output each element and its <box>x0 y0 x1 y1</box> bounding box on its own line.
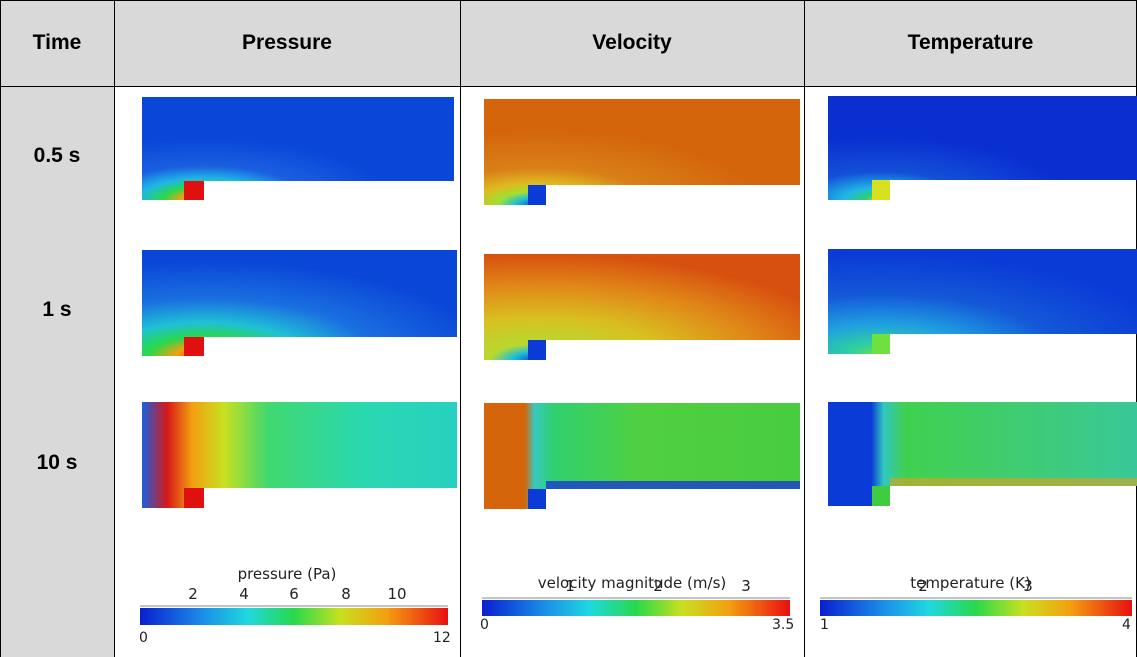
temperature-colorbar <box>820 597 1132 616</box>
temperature-legend-title: temperature (K) <box>910 574 1031 592</box>
pressure-tick-3: 8 <box>341 585 351 603</box>
pressure-tick-0: 2 <box>188 585 198 603</box>
temperature-plot-0.5s <box>828 96 1137 200</box>
table-border-left <box>0 0 1 657</box>
col-divider-1 <box>114 0 115 657</box>
pressure-tick-2: 6 <box>289 585 299 603</box>
pressure-tick-1: 4 <box>239 585 249 603</box>
velocity-tick-1: 2 <box>653 577 663 595</box>
temperature-tick-0: 2 <box>918 577 928 595</box>
temperature-plot-10s <box>828 402 1137 506</box>
col-divider-3 <box>804 0 805 657</box>
temperature-max-label: 4 <box>1122 617 1131 633</box>
header-pressure: Pressure <box>114 0 460 86</box>
time-label-1: 1 s <box>42 298 72 321</box>
header-time: Time <box>0 0 114 86</box>
pressure-plot-10s <box>142 402 457 508</box>
header-divider <box>0 86 1137 87</box>
pressure-max-label: 12 <box>433 630 451 646</box>
velocity-max-label: 3.5 <box>772 617 795 633</box>
velocity-colorbar <box>482 597 790 616</box>
velocity-min-label: 0 <box>480 617 489 633</box>
temperature-plot-1s <box>828 249 1137 354</box>
pressure-colorbar <box>140 605 448 625</box>
velocity-plot-0.5s <box>484 99 800 205</box>
header-velocity: Velocity <box>460 0 804 86</box>
col-divider-2 <box>460 0 461 657</box>
temperature-min-label: 1 <box>820 617 829 633</box>
velocity-tick-0: 1 <box>565 577 575 595</box>
time-column <box>0 86 114 657</box>
pressure-tick-4: 10 <box>387 585 407 603</box>
velocity-legend-title: velocity magnitude (m/s) <box>537 574 727 592</box>
pressure-plot-0.5s <box>142 97 454 200</box>
header-temperature: Temperature <box>804 0 1137 86</box>
pressure-plot-1s <box>142 250 457 356</box>
velocity-plot-10s <box>484 403 800 509</box>
velocity-plot-1s <box>484 254 800 360</box>
time-label-0: 0.5 s <box>33 144 81 167</box>
velocity-tick-2: 3 <box>741 577 751 595</box>
temperature-tick-1: 3 <box>1023 577 1033 595</box>
table-border-top <box>0 0 1137 1</box>
pressure-legend-title: pressure (Pa) <box>237 565 337 583</box>
time-label-2: 10 s <box>36 451 78 474</box>
pressure-min-label: 0 <box>139 630 148 646</box>
